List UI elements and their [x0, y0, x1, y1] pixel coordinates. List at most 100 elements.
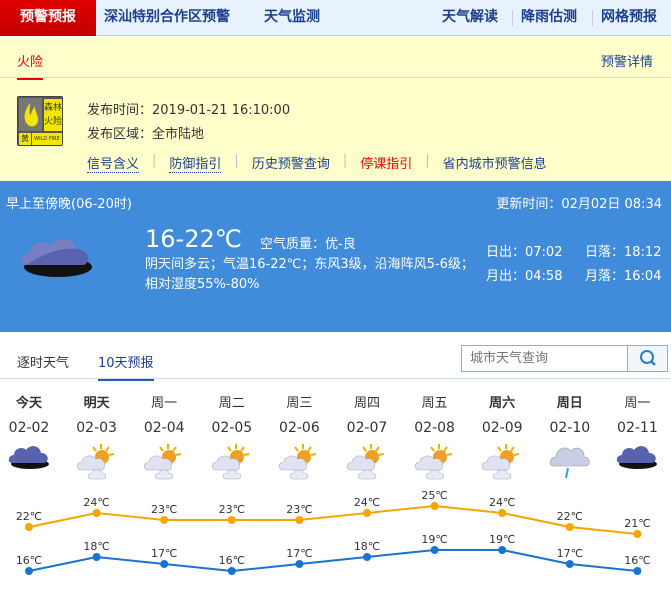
high-temp-point: [227, 516, 236, 524]
high-temp-point: [498, 509, 507, 517]
forecast-day: 明天: [83, 396, 110, 411]
divider: [592, 10, 593, 26]
signal-level: 黄: [19, 133, 31, 145]
forecast-date: 02-08: [414, 420, 455, 436]
high-temp-label: 22℃: [557, 510, 583, 523]
search-icon: [640, 350, 656, 366]
overcast-icon: [0, 442, 62, 482]
city-search-input[interactable]: [462, 346, 628, 371]
forecast-day: 周五: [421, 396, 448, 411]
nav-monitor[interactable]: 天气监测: [264, 9, 320, 25]
low-temp-label: 19℃: [421, 533, 447, 546]
low-temp-label: 16℃: [219, 554, 245, 567]
nav-warning-forecast[interactable]: 预警预报: [0, 0, 96, 36]
forecast-date: 02-04: [143, 420, 185, 436]
low-temp-point: [92, 553, 101, 561]
high-temp-point: [430, 502, 439, 510]
forecast-day: 周二: [218, 396, 245, 411]
weather-desc: 阴天间多云；气温16-22℃；东风3级，沿海阵风5-6级；相对湿度55%-80%: [145, 257, 474, 292]
low-temp-point: [227, 567, 236, 575]
air-quality: 空气质量：优-良: [260, 237, 356, 252]
forecast-date: 02-05: [211, 420, 253, 436]
overcast-icon: [18, 231, 94, 285]
forecast-day: 今天: [15, 396, 42, 411]
sunset: 日落：18:12: [585, 245, 662, 260]
partly-cloudy-icon: [469, 442, 535, 482]
nav-grid[interactable]: 网格预报: [601, 9, 657, 25]
high-temp-label: 22℃: [16, 510, 42, 523]
search-button[interactable]: [627, 346, 667, 371]
temp-range: 16-22℃: [145, 225, 242, 253]
moonrise: 月出：04:58: [486, 269, 563, 284]
current-weather: 早上至傍晚(06-20时) 更新时间：02月02日 08:34 16-22℃ 空…: [0, 181, 671, 332]
high-temp-label: 24℃: [354, 496, 380, 509]
forecast-day: 周三: [286, 396, 313, 411]
update-time: 更新时间：02月02日 08:34: [496, 197, 662, 212]
high-temp-point: [363, 509, 371, 517]
partly-cloudy-icon: [199, 442, 265, 482]
high-temp-point: [633, 530, 642, 538]
forecast-date: 02-07: [346, 420, 388, 436]
high-temp-point: [160, 516, 169, 524]
value: 全市陆地: [152, 127, 205, 142]
nav-interpret[interactable]: 天气解读: [442, 9, 498, 25]
forecast-day: 周六: [489, 396, 516, 411]
light-rain-icon: [537, 442, 603, 482]
high-temp-label: 25℃: [421, 489, 447, 502]
high-temp-label: 24℃: [83, 496, 109, 509]
link-province-warnings[interactable]: 省内城市预警信息: [442, 157, 547, 172]
low-temp-point: [565, 560, 574, 568]
forecast-day: 周一: [624, 396, 651, 411]
low-temp-point: [25, 567, 33, 575]
high-temp-label: 23℃: [151, 503, 177, 516]
link-history[interactable]: 历史预警查询: [251, 157, 330, 172]
sunrise: 日出：07:02: [486, 245, 563, 260]
high-temp-label: 24℃: [489, 496, 515, 509]
nav-rain[interactable]: 降雨估测: [521, 9, 577, 25]
label: 发布区域：: [87, 127, 153, 142]
overcast-icon: [604, 442, 670, 482]
high-temp-point: [565, 523, 574, 531]
link-signal-meaning[interactable]: 信号含义: [87, 153, 140, 173]
tab-hourly[interactable]: 逐时天气: [17, 356, 70, 371]
low-temp-label: 17℃: [557, 547, 583, 560]
warning-panel: 火险 预警详情 森林火险 黄 WILD FIRE 发布时间：2019-01-21…: [0, 37, 671, 181]
tab-fire-risk[interactable]: 火险: [17, 51, 44, 80]
signal-name: 森林火险: [44, 99, 62, 131]
low-temp-label: 16℃: [624, 554, 650, 567]
publish-time: 发布时间：2019-01-21 16:10:00: [87, 99, 290, 118]
forecast-date: 02-11: [617, 420, 658, 436]
high-temp-label: 21℃: [624, 517, 650, 530]
low-temp-label: 17℃: [286, 547, 312, 560]
moonset: 月落：16:04: [585, 269, 662, 284]
partly-cloudy-icon: [402, 442, 468, 482]
link-class-suspension[interactable]: 停课指引: [360, 157, 413, 172]
low-temp-line: [28, 549, 638, 573]
low-temp-label: 17℃: [151, 547, 177, 560]
forecast-day: 周日: [556, 396, 583, 411]
low-temp-point: [498, 546, 507, 554]
nav-shenshan[interactable]: 深汕特别合作区预警: [104, 9, 230, 25]
forecast-date: 02-02: [8, 420, 50, 436]
partly-cloudy-icon: [131, 442, 197, 482]
value: 2019-01-21 16:10:00: [152, 103, 291, 118]
partly-cloudy-icon: [334, 442, 400, 482]
low-temp-point: [430, 546, 439, 554]
wildfire-signal-icon: 森林火险 黄 WILD FIRE: [17, 96, 63, 146]
high-temp-label: 23℃: [286, 503, 312, 516]
high-temp-point: [92, 509, 101, 517]
forecast-day: 周一: [151, 396, 178, 411]
link-defense-guide[interactable]: 防御指引: [169, 153, 222, 173]
top-nav: 预警预报 深汕特别合作区预警 天气监测 天气解读 降雨估测 网格预报: [0, 0, 671, 36]
tab-10day[interactable]: 10天预报: [98, 352, 154, 381]
warning-details-link[interactable]: 预警详情: [600, 55, 653, 70]
divider: [512, 10, 513, 26]
forecast-day: 周四: [353, 396, 380, 411]
temperature-chart: 22℃ 24℃ 23℃ 23℃ 23℃ 24℃ 25℃ 24℃ 22℃ 21℃ 16℃ 18℃ 17℃ 1…: [16, 489, 651, 575]
high-temp-label: 23℃: [219, 503, 245, 516]
warning-links: 信号含义 | 防御指引 | 历史预警查询 | 停课指引 | 省内城市预警信息: [87, 153, 547, 173]
low-temp-label: 18℃: [83, 540, 109, 553]
high-temp-point: [25, 523, 33, 531]
label: 发布时间：: [87, 103, 153, 118]
low-temp-label: 19℃: [489, 533, 515, 546]
